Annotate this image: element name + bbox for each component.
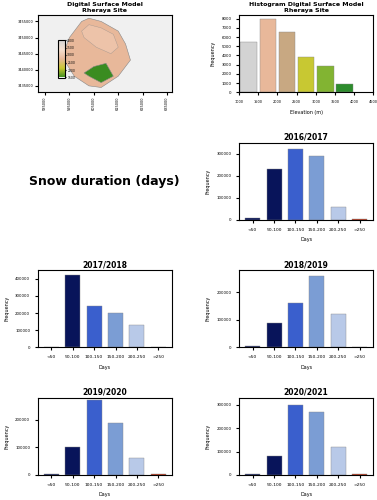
Y-axis label: Frequency: Frequency — [206, 296, 211, 322]
Bar — [259, 18, 276, 92]
Y-axis label: Frequency: Frequency — [211, 41, 216, 66]
Bar — [151, 347, 166, 348]
Bar — [331, 314, 346, 348]
Title: 2019/2020: 2019/2020 — [83, 388, 127, 397]
Bar — [267, 322, 282, 347]
Bar — [352, 474, 367, 475]
Title: 2017/2018: 2017/2018 — [82, 260, 127, 270]
Bar — [310, 156, 324, 220]
Bar — [352, 219, 367, 220]
Text: Snow duration (days): Snow duration (days) — [29, 174, 180, 188]
Bar — [288, 304, 303, 348]
Bar — [245, 218, 260, 220]
Bar — [336, 84, 353, 92]
Y-axis label: Frequency: Frequency — [206, 424, 211, 449]
X-axis label: Days: Days — [99, 364, 111, 370]
Bar — [352, 346, 367, 348]
Bar — [331, 447, 346, 475]
Title: Histogram Digital Surface Model
Rheraya Site: Histogram Digital Surface Model Rheraya … — [249, 2, 363, 13]
Bar — [87, 306, 101, 348]
Y-axis label: Frequency: Frequency — [5, 424, 9, 449]
Bar — [87, 400, 101, 475]
Bar — [310, 276, 324, 347]
Bar — [279, 32, 295, 92]
Bar — [267, 169, 282, 220]
X-axis label: Days: Days — [99, 492, 111, 497]
Bar — [241, 42, 257, 92]
Polygon shape — [84, 64, 113, 82]
Bar — [65, 448, 80, 475]
Bar — [310, 412, 324, 475]
Polygon shape — [82, 24, 118, 54]
Bar — [288, 404, 303, 475]
Bar — [317, 66, 334, 92]
Bar — [108, 313, 123, 348]
Bar — [44, 474, 59, 475]
Bar — [298, 58, 314, 92]
Bar — [108, 422, 123, 475]
Polygon shape — [62, 18, 130, 87]
Title: 2020/2021: 2020/2021 — [284, 388, 328, 397]
Bar — [245, 474, 260, 475]
X-axis label: Days: Days — [300, 492, 312, 497]
Bar — [129, 458, 144, 475]
Bar — [65, 276, 80, 347]
Bar — [245, 346, 260, 348]
Bar — [288, 149, 303, 220]
Y-axis label: Frequency: Frequency — [5, 296, 9, 322]
Title: 2018/2019: 2018/2019 — [284, 260, 329, 270]
Bar — [129, 325, 144, 347]
Bar — [267, 456, 282, 475]
Bar — [44, 346, 59, 348]
X-axis label: Days: Days — [300, 237, 312, 242]
Y-axis label: Frequency: Frequency — [206, 168, 211, 194]
Bar — [331, 206, 346, 220]
Title: 2016/2017: 2016/2017 — [284, 133, 329, 142]
X-axis label: Days: Days — [300, 364, 312, 370]
Title: Digital Surface Model
Rheraya Site: Digital Surface Model Rheraya Site — [67, 2, 143, 13]
Bar — [151, 474, 166, 475]
X-axis label: Elevation (m): Elevation (m) — [290, 110, 323, 114]
